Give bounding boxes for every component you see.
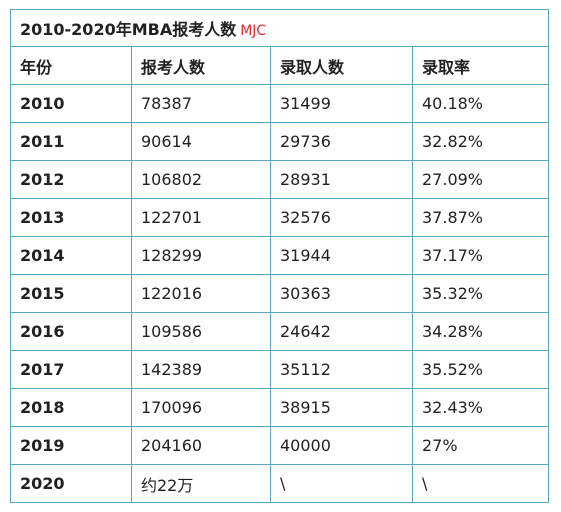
mba-table-container: 2010-2020年MBA报考人数 MJC 年份 报考人数 录取人数 录取率 20… (9, 9, 550, 503)
cell-applicants: 170096 (131, 388, 271, 427)
table-row: 2012 106802 28931 27.09% (10, 160, 550, 199)
cell-applicants: 90614 (131, 122, 271, 161)
cell-applicants: 204160 (131, 426, 271, 465)
cell-year: 2018 (10, 388, 132, 427)
cell-admitted: 35112 (270, 350, 413, 389)
header-admission-rate: 录取率 (411, 46, 550, 85)
table-row: 2020 约22万 \ \ (10, 464, 550, 503)
table-row: 2018 170096 38915 32.43% (10, 388, 550, 427)
cell-admitted: 38915 (270, 388, 413, 427)
table-title: 2010-2020年MBA报考人数 (20, 20, 237, 39)
cell-admitted: 31499 (270, 84, 413, 123)
cell-year: 2014 (10, 236, 132, 275)
cell-admitted: 29736 (270, 122, 413, 161)
cell-admitted: 32576 (270, 198, 413, 237)
cell-applicants: 约22万 (131, 464, 271, 503)
table-row: 2015 122016 30363 35.32% (10, 274, 550, 313)
header-year: 年份 (10, 46, 132, 85)
cell-admission-rate: 40.18% (411, 84, 550, 123)
cell-admission-rate: 32.82% (411, 122, 550, 161)
cell-applicants: 109586 (131, 312, 271, 351)
cell-admitted: \ (270, 464, 413, 503)
cell-admission-rate: 35.52% (411, 350, 550, 389)
table-row: 2011 90614 29736 32.82% (10, 122, 550, 161)
table-row: 2013 122701 32576 37.87% (10, 198, 550, 237)
table-row: 2017 142389 35112 35.52% (10, 350, 550, 389)
cell-admission-rate: 34.28% (411, 312, 550, 351)
table-header-row: 年份 报考人数 录取人数 录取率 (10, 46, 550, 85)
cell-year: 2010 (10, 84, 132, 123)
cell-admission-rate: 37.87% (411, 198, 550, 237)
table-row: 2019 204160 40000 27% (10, 426, 550, 465)
cell-admitted: 28931 (270, 160, 413, 199)
cell-admitted: 30363 (270, 274, 413, 313)
cell-year: 2011 (10, 122, 132, 161)
cell-applicants: 122701 (131, 198, 271, 237)
table-row: 2014 128299 31944 37.17% (10, 236, 550, 275)
cell-admitted: 31944 (270, 236, 413, 275)
cell-year: 2016 (10, 312, 132, 351)
cell-applicants: 78387 (131, 84, 271, 123)
table-row: 2016 109586 24642 34.28% (10, 312, 550, 351)
cell-applicants: 128299 (131, 236, 271, 275)
table-title-tag: MJC (240, 23, 267, 39)
table-row: 2010 78387 31499 40.18% (10, 84, 550, 123)
cell-admission-rate: 32.43% (411, 388, 550, 427)
cell-admission-rate: 27% (411, 426, 550, 465)
cell-applicants: 142389 (131, 350, 271, 389)
cell-admission-rate: 35.32% (411, 274, 550, 313)
cell-year: 2015 (10, 274, 132, 313)
cell-admitted: 24642 (270, 312, 413, 351)
cell-year: 2012 (10, 160, 132, 199)
header-applicants: 报考人数 (131, 46, 271, 85)
table-title-row: 2010-2020年MBA报考人数 MJC (9, 9, 550, 47)
cell-admission-rate: 37.17% (411, 236, 550, 275)
cell-year: 2019 (10, 426, 132, 465)
mba-applicants-table: 2010-2020年MBA报考人数 MJC 年份 报考人数 录取人数 录取率 20… (9, 9, 550, 503)
cell-admission-rate: 27.09% (411, 160, 550, 199)
cell-applicants: 106802 (131, 160, 271, 199)
table-title-cell: 2010-2020年MBA报考人数 MJC (9, 9, 550, 47)
cell-admitted: 40000 (270, 426, 413, 465)
cell-admission-rate: \ (411, 464, 550, 503)
cell-applicants: 122016 (131, 274, 271, 313)
cell-year: 2013 (10, 198, 132, 237)
cell-year: 2017 (10, 350, 132, 389)
cell-year: 2020 (10, 464, 132, 503)
header-admitted: 录取人数 (270, 46, 413, 85)
